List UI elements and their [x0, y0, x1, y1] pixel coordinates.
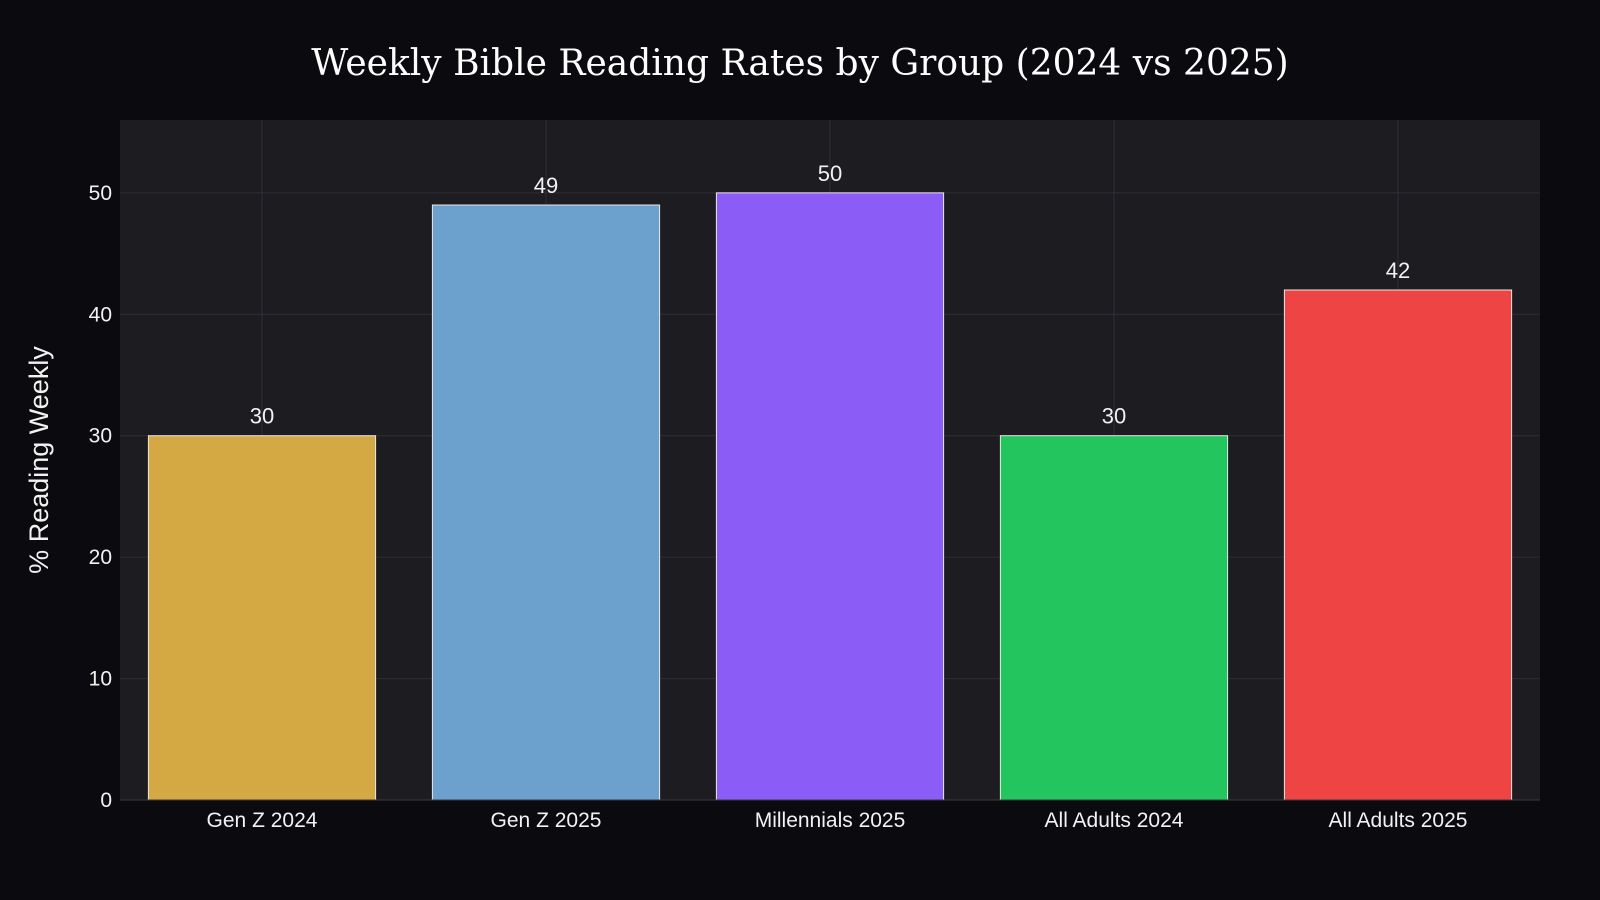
- bar-value-label: 30: [250, 404, 274, 429]
- bar-value-label: 30: [1102, 404, 1126, 429]
- bars-group: 30 49 50 30 42: [147, 161, 1513, 801]
- y-tick-label: 10: [89, 668, 112, 691]
- y-axis-label: % Reading Weekly: [24, 346, 54, 574]
- bar: [1283, 289, 1513, 801]
- y-tick-label: 20: [89, 546, 112, 569]
- x-tick-label: Gen Z 2025: [491, 809, 602, 832]
- chart-title: Weekly Bible Reading Rates by Group (202…: [311, 43, 1288, 84]
- y-tick-label: 40: [89, 303, 112, 326]
- bar-value-label: 50: [818, 161, 842, 186]
- y-tick-label: 50: [89, 182, 112, 205]
- bar: [999, 435, 1229, 801]
- x-tick-label: Gen Z 2024: [207, 809, 318, 832]
- bar-value-label: 42: [1386, 258, 1410, 283]
- x-tick-label: All Adults 2025: [1329, 809, 1468, 832]
- y-tick-label: 0: [100, 789, 112, 812]
- bar: [147, 435, 377, 801]
- x-tick-label: Millennials 2025: [755, 809, 906, 832]
- axis-ticks: 0 10 20 30 40 50 Gen Z 2024 Gen Z 2025 Millennia…: [89, 182, 1540, 832]
- bar: [715, 192, 945, 801]
- bar-value-label: 49: [534, 173, 558, 198]
- x-tick-label: All Adults 2024: [1045, 809, 1184, 832]
- bar: [431, 204, 661, 801]
- y-tick-label: 30: [89, 425, 112, 448]
